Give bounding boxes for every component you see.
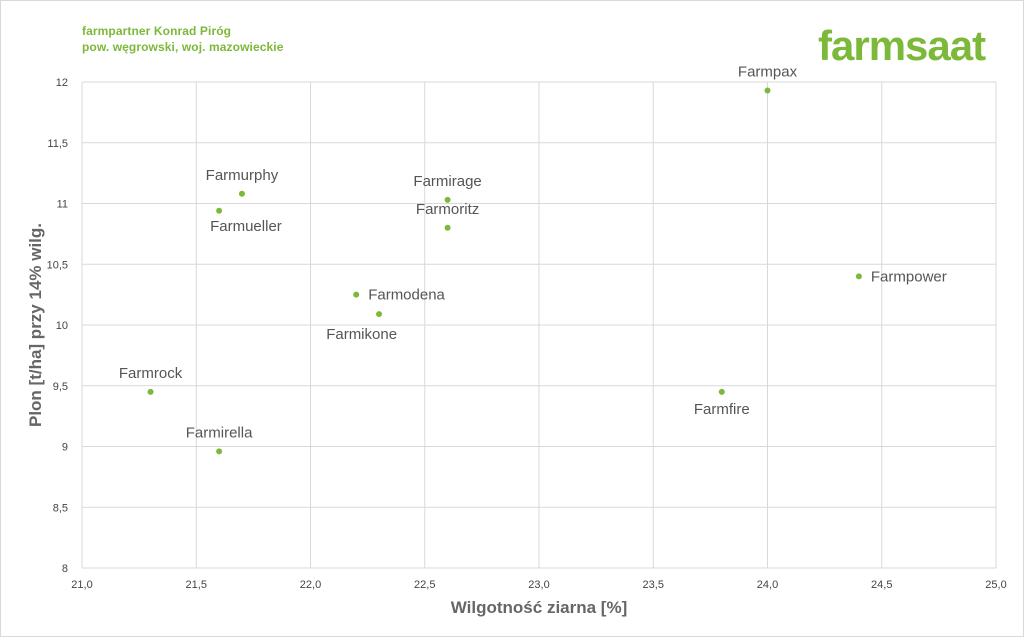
point-label: Farmurphy [206,167,279,184]
data-point [764,87,771,94]
y-tick-label: 9,5 [53,381,68,393]
x-tick-label: 23,0 [528,579,549,591]
farm-location: pow. węgrowski, woj. mazowieckie [82,40,284,54]
y-tick-label: 12 [56,77,68,89]
x-axis-title: Wilgotność ziarna [%] [451,598,627,617]
data-points: Farmpax Farmurphy Farmueller Farmirage Farmo… [119,64,947,455]
x-tick-label: 23,5 [643,579,664,591]
y-tick-label: 10 [56,320,68,332]
x-tick-label: 24,5 [871,579,892,591]
point-label: Farmpower [871,268,947,285]
farm-name: farmpartner Konrad Piróg [82,24,232,38]
tick-labels: 21,0 21,5 22,0 22,5 23,0 23,5 24,0 24,5 25,0 8 8,5… [47,77,1007,591]
y-tick-label: 11 [57,199,68,211]
data-point [216,207,223,214]
data-point [216,448,223,455]
data-point [444,224,451,231]
x-tick-label: 24,0 [757,579,778,591]
data-point [147,388,154,395]
grid-lines [81,81,997,569]
x-tick-label: 22,0 [300,579,321,591]
y-tick-label: 8 [62,563,68,575]
point-label: Farmoritz [416,201,479,218]
y-tick-label: 10,5 [47,259,68,271]
data-point [353,291,360,298]
y-tick-label: 8,5 [53,502,68,514]
data-point [238,190,245,197]
data-point [444,196,451,203]
point-label: Farmirage [413,173,481,190]
point-label: Farmpax [738,64,798,81]
point-label: Farmrock [119,365,183,382]
point-label: Farmodena [368,287,445,304]
y-axis-title: Plon [t/ha] przy 14% wilg. [26,223,45,427]
y-tick-label: 11,5 [47,138,68,150]
y-tick-label: 9 [62,442,68,454]
point-label: Farmikone [326,326,397,343]
data-point [376,311,383,318]
point-label: Farmfire [694,401,750,418]
x-tick-label: 22,5 [414,579,435,591]
x-tick-label: 21,5 [186,579,207,591]
farmsaat-logo: farmsaat [818,22,986,69]
point-label: Farmueller [210,218,282,235]
point-label: Farmirella [186,424,253,441]
x-tick-label: 25,0 [985,579,1006,591]
x-tick-label: 21,0 [71,579,92,591]
data-point [718,388,725,395]
data-point [855,273,862,280]
